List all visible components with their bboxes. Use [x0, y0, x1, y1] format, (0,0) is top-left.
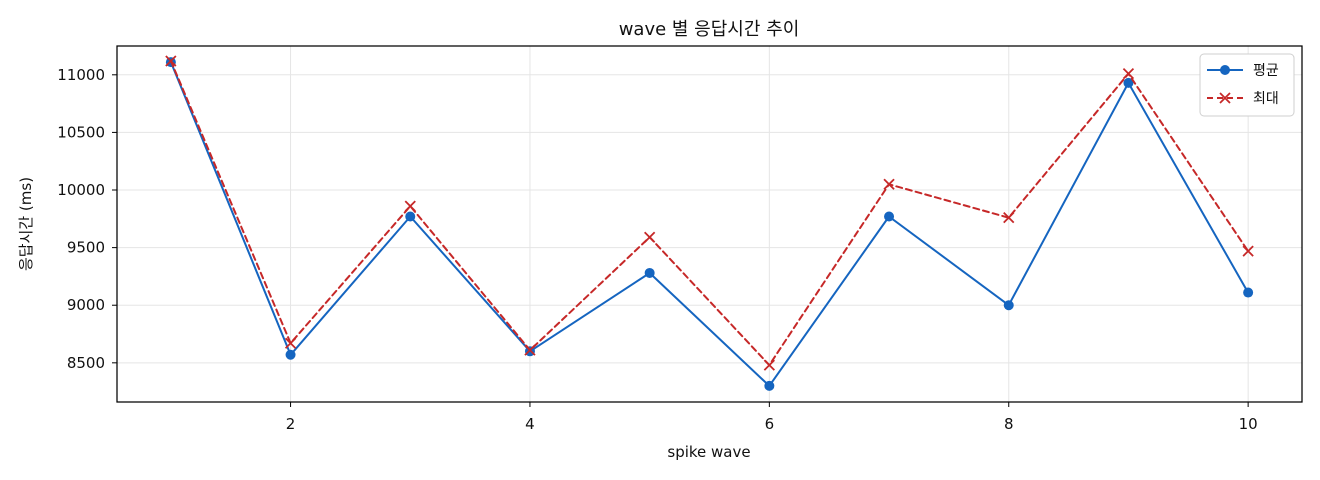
legend-label-average: 평균 [1253, 63, 1279, 79]
y-axis-label: 응답시간 (ms) [17, 177, 35, 271]
y-tick-label: 10500 [57, 123, 105, 141]
data-point-maximum [404, 200, 416, 212]
data-point-maximum [1242, 245, 1254, 257]
data-point-average [405, 211, 416, 222]
x-tick-label: 4 [525, 415, 535, 433]
y-tick-label: 11000 [57, 66, 105, 84]
data-point-average [644, 267, 655, 278]
y-tick-label: 9500 [67, 239, 105, 257]
x-tick-label: 2 [286, 415, 296, 433]
data-point-average [1003, 300, 1014, 311]
data-point-maximum [165, 55, 177, 67]
data-point-average [1123, 77, 1134, 88]
x-tick-label: 8 [1004, 415, 1014, 433]
data-point-maximum [524, 344, 536, 356]
legend-marker-average [1220, 65, 1230, 75]
legend: 평균 최대 [1199, 53, 1295, 117]
data-point-average [764, 380, 775, 391]
data-point-maximum [883, 178, 895, 190]
data-point-maximum [284, 337, 297, 349]
y-tick-label: 8500 [67, 354, 105, 372]
axis-layer: 2 4 6 8 10 8500 9000 9500 10000 10500 11000 [57, 66, 1257, 433]
x-axis-label: spike wave [667, 443, 750, 461]
data-point-maximum [763, 359, 775, 371]
series-line-maximum [169, 60, 1250, 367]
grid-layer [117, 46, 1302, 402]
data-point-average [285, 349, 296, 360]
series-layer [165, 55, 1254, 391]
legend-box [1199, 53, 1295, 117]
chart-title: wave 별 응답시간 추이 [619, 19, 800, 40]
x-tick-label: 10 [1239, 415, 1258, 433]
data-point-maximum [644, 231, 656, 243]
data-point-average [884, 211, 895, 222]
y-tick-label: 10000 [57, 181, 105, 199]
y-tick-label: 9000 [67, 296, 105, 314]
legend-label-maximum: 최대 [1253, 91, 1279, 107]
series-line-average [169, 61, 1250, 387]
data-point-maximum [1122, 68, 1135, 80]
x-tick-label: 6 [765, 415, 775, 433]
plot-frame [116, 45, 1303, 403]
legend-marker-maximum [1219, 92, 1231, 104]
data-point-maximum [1003, 212, 1015, 224]
data-point-average [1243, 287, 1254, 298]
